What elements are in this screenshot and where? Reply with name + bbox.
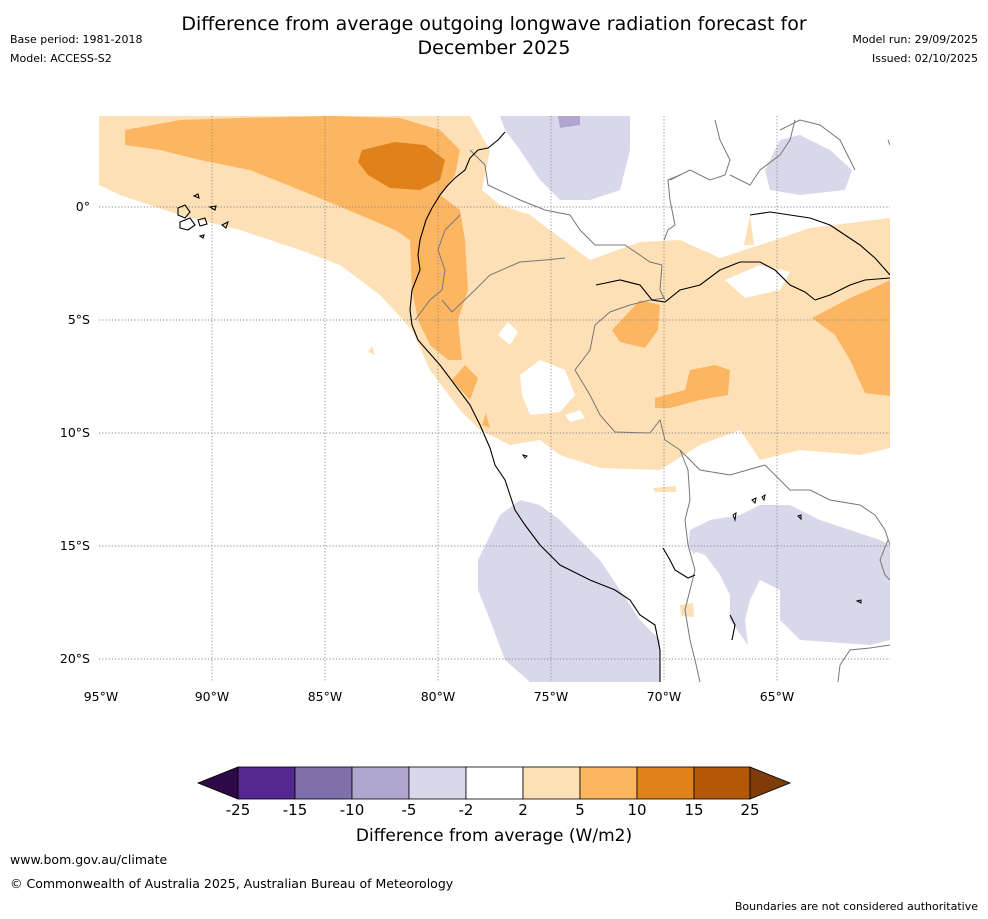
lat-label-0: 0° <box>75 199 90 214</box>
colorbar-segment-1 <box>237 766 296 800</box>
lon-label-80w: 80°W <box>420 689 456 704</box>
colorbar-segment-2 <box>294 766 353 800</box>
colorbar-segment-0 <box>196 766 239 800</box>
colorbar-label: 2 <box>518 801 528 819</box>
colorbar-label: 10 <box>627 801 647 819</box>
lat-label-10s: 10°S <box>59 425 90 440</box>
issued-date: Issued: 02/10/2025 <box>871 52 978 65</box>
map-title: Difference from average outgoing longwav… <box>0 12 988 60</box>
colorbar-label: -15 <box>282 801 308 819</box>
anomaly-region-lavender <box>500 116 630 200</box>
colorbar-title: Difference from average (W/m2) <box>355 826 633 846</box>
colorbar-segment-6 <box>522 766 581 800</box>
colorbar-segment-8 <box>636 766 695 800</box>
colorbar-label: -25 <box>225 801 251 819</box>
colorbar-segment-7 <box>579 766 638 800</box>
coastlines <box>409 131 890 682</box>
colorbar-label: 5 <box>575 801 585 819</box>
base-period: Base period: 1981-2018 <box>10 33 143 46</box>
model-name: Model: ACCESS-S2 <box>10 52 112 65</box>
country-boundaries <box>414 119 890 682</box>
lon-label-75w: 75°W <box>533 689 569 704</box>
galapagos-islands <box>177 193 229 239</box>
footer-url[interactable]: www.bom.gov.au/climate <box>10 852 168 867</box>
colorbar-segment-9 <box>693 766 751 800</box>
lon-label-70w: 70°W <box>646 689 682 704</box>
colorbar-segment-10 <box>749 766 792 800</box>
colorbar-label: -10 <box>339 801 365 819</box>
colorbar-label: -5 <box>401 801 417 819</box>
colorbar-label: 25 <box>740 801 760 819</box>
footer-disclaimer: Boundaries are not considered authoritat… <box>734 900 978 913</box>
anomaly-region-dark-orange <box>358 142 445 190</box>
lon-label-90w: 90°W <box>194 689 230 704</box>
colorbar-label: -2 <box>458 801 474 819</box>
lat-label-15s: 15°S <box>59 538 90 553</box>
title-line-1: Difference from average outgoing longwav… <box>181 13 807 35</box>
gridlines <box>99 116 890 682</box>
lat-label-20s: 20°S <box>59 651 90 666</box>
title-line-2: December 2025 <box>417 37 571 59</box>
forecast-map <box>99 116 890 682</box>
lon-label-65w: 65°W <box>759 689 795 704</box>
colorbar-segment-3 <box>351 766 410 800</box>
colorbar-label: 15 <box>684 801 704 819</box>
lon-label-95w: 95°W <box>83 689 119 704</box>
footer-copyright: © Commonwealth of Australia 2025, Austra… <box>10 876 454 891</box>
colorbar-segment-4 <box>408 766 467 800</box>
model-run-date: Model run: 29/09/2025 <box>852 33 978 46</box>
lon-label-85w: 85°W <box>307 689 343 704</box>
colorbar-segment-5 <box>465 766 524 800</box>
lat-label-5s: 5°S <box>67 312 90 327</box>
